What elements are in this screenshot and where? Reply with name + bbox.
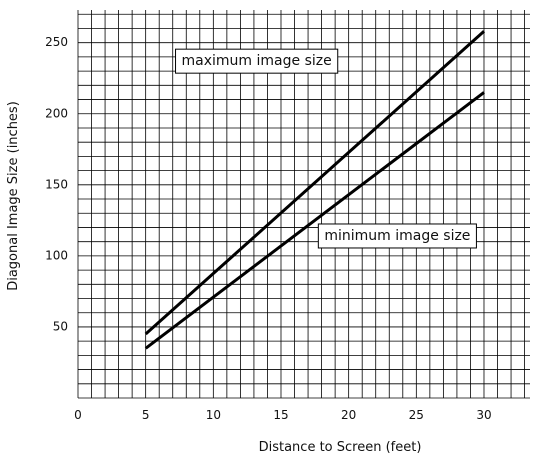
x-tick-label: 15 [273, 408, 288, 422]
annotations: maximum image size minimum image size [175, 48, 477, 249]
annotation-label: maximum image size [182, 53, 332, 69]
x-tick-label: 0 [74, 408, 82, 422]
x-tick-label: 20 [341, 408, 356, 422]
x-tick-labels: 0 5 10 15 20 25 30 [74, 408, 491, 422]
y-tick-labels: 50 100 150 200 250 [45, 35, 68, 333]
y-tick-label: 200 [45, 106, 68, 120]
series-line-minimum [144, 91, 485, 350]
x-tick-label: 25 [409, 408, 424, 422]
x-tick-label: 30 [476, 408, 491, 422]
annotation-label: minimum image size [324, 228, 470, 244]
series-lines [144, 30, 486, 350]
y-axis-title: Diagonal Image Size (inches) [6, 101, 21, 291]
y-tick-label: 250 [45, 35, 68, 49]
x-tick-label: 10 [206, 408, 221, 422]
annotation-minimum: minimum image size [317, 223, 477, 249]
y-tick-label: 100 [45, 248, 68, 262]
x-axis-title: Distance to Screen (feet) [259, 440, 422, 455]
x-tick-label: 5 [142, 408, 150, 422]
y-tick-label: 150 [45, 177, 68, 191]
annotation-maximum: maximum image size [175, 48, 339, 74]
series-line-maximum [144, 30, 486, 336]
y-tick-label: 50 [53, 319, 68, 333]
annotation-box [317, 223, 477, 249]
annotation-box [175, 48, 339, 74]
